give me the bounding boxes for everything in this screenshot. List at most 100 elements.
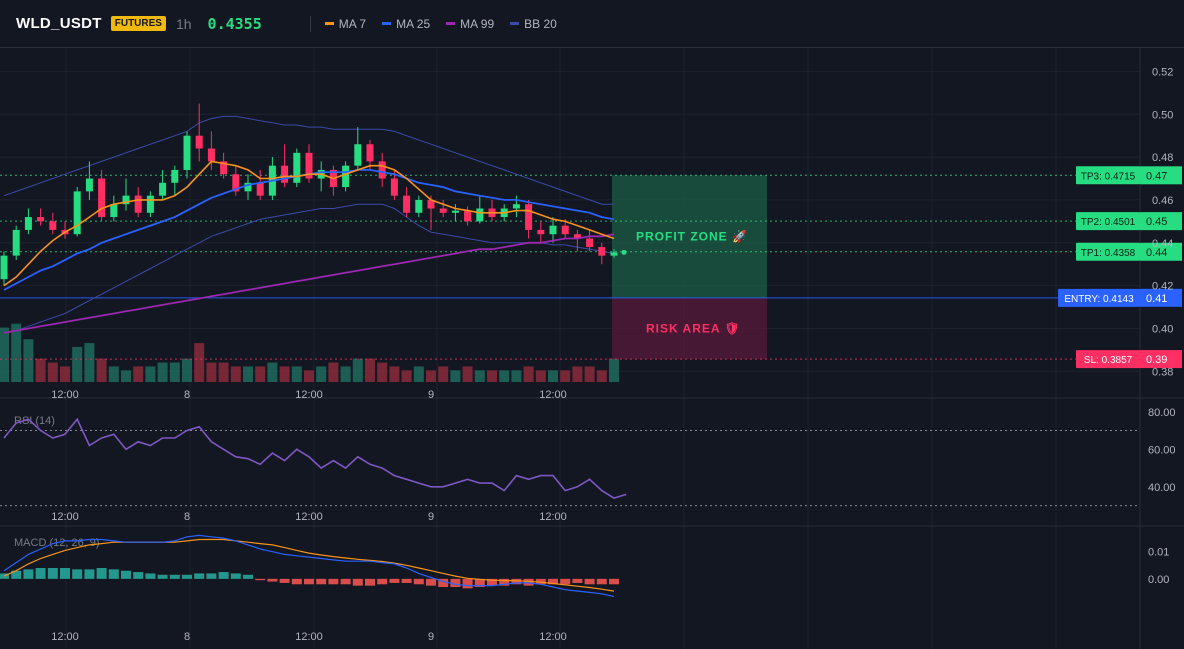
candle[interactable]: [134, 187, 142, 218]
candle[interactable]: [317, 161, 325, 192]
candle[interactable]: [415, 195, 423, 218]
volume-bar: [23, 339, 34, 382]
candle-body: [110, 204, 118, 218]
tp2-tag[interactable]: [1076, 212, 1140, 231]
candle[interactable]: [464, 206, 472, 226]
candle[interactable]: [49, 212, 57, 235]
candle[interactable]: [586, 229, 594, 252]
volume-bar: [194, 343, 205, 382]
candle[interactable]: [610, 249, 618, 258]
candle-body: [549, 225, 557, 235]
macd-signal-line: [3, 538, 615, 592]
macd-histogram-bar: [23, 569, 34, 579]
candle[interactable]: [85, 161, 93, 200]
candle-body: [586, 238, 594, 248]
volume-bar: [377, 362, 388, 382]
candle[interactable]: [244, 174, 252, 200]
candle[interactable]: [305, 144, 313, 183]
candle[interactable]: [549, 217, 557, 243]
candle[interactable]: [0, 251, 8, 286]
volume-bar: [60, 366, 70, 382]
legend-ma25[interactable]: MA 25: [382, 17, 430, 31]
candle[interactable]: [378, 152, 386, 188]
candle[interactable]: [427, 195, 435, 230]
candle[interactable]: [537, 221, 545, 243]
chart-header: WLD_USDT FUTURES 1h 0.4355 MA 7 MA 25 MA…: [0, 0, 1184, 48]
risk-zone[interactable]: [612, 297, 767, 360]
candle[interactable]: [561, 219, 569, 239]
candle[interactable]: [73, 187, 81, 237]
volume-bar: [511, 370, 522, 382]
candle-body: [561, 225, 569, 235]
tp3-tag[interactable]: [1076, 166, 1140, 185]
macd-histogram-bar: [523, 578, 534, 586]
candle[interactable]: [329, 165, 337, 196]
sl-tag[interactable]: [1076, 350, 1140, 369]
legend-ma99[interactable]: MA 99: [446, 17, 494, 31]
candle[interactable]: [512, 195, 520, 218]
macd-histogram-bar: [230, 573, 241, 579]
volume-bar: [548, 370, 558, 382]
candle-body: [98, 178, 106, 218]
candle[interactable]: [573, 229, 581, 252]
price-pane[interactable]: PROFIT ZONE 🚀 RISK AREA 🛡 TP3: 0.4715 TP2: …: [0, 103, 1140, 382]
candle[interactable]: [451, 204, 459, 222]
volume-bar: [352, 358, 363, 382]
candle[interactable]: [24, 208, 32, 235]
symbol-name[interactable]: WLD_USDT: [16, 15, 102, 32]
timeframe[interactable]: 1h: [175, 15, 192, 32]
macd-histogram-bar: [96, 568, 107, 579]
candle[interactable]: [159, 169, 167, 200]
macd-histogram-bar: [340, 578, 351, 585]
candle[interactable]: [122, 178, 130, 211]
candle[interactable]: [195, 103, 203, 162]
price-tick-label: 0.48: [1152, 152, 1173, 164]
bb-upper-line: [3, 115, 614, 205]
candle[interactable]: [207, 131, 215, 170]
volume-bar: [145, 366, 156, 382]
macd-pane[interactable]: MACD (12, 26, 9)0.010.00: [0, 534, 1169, 598]
candle[interactable]: [98, 169, 106, 222]
legend-ma7[interactable]: MA 7: [324, 17, 366, 31]
candle[interactable]: [293, 148, 301, 188]
time-tick-label: 8: [184, 389, 190, 401]
candle[interactable]: [354, 127, 362, 170]
candle[interactable]: [171, 165, 179, 196]
macd-histogram-bar: [182, 574, 192, 579]
candle[interactable]: [12, 225, 20, 260]
candle[interactable]: [256, 169, 264, 200]
candle[interactable]: [525, 199, 533, 239]
macd-histogram-bar: [133, 572, 144, 579]
candle[interactable]: [232, 165, 240, 196]
macd-histogram-bar: [328, 578, 339, 585]
entry-axis-tag: [1140, 288, 1182, 307]
legend-bb20[interactable]: BB 20: [510, 17, 557, 31]
candle-body: [415, 199, 423, 213]
volume-bar: [157, 362, 168, 382]
price-tick-label: 0.42: [1152, 281, 1173, 293]
entry-tag[interactable]: [1058, 288, 1140, 307]
candle[interactable]: [146, 191, 154, 218]
candle[interactable]: [598, 242, 606, 265]
tp1-tag[interactable]: [1076, 242, 1140, 261]
time-tick-label: 12:00: [295, 511, 323, 523]
candle[interactable]: [183, 131, 191, 179]
rsi-pane[interactable]: RSI (14) 80.00 60.00 40.00: [0, 407, 1176, 507]
candle[interactable]: [220, 152, 228, 179]
volume-bar: [35, 358, 46, 382]
candle[interactable]: [342, 161, 350, 192]
candle-body: [354, 144, 362, 166]
candle-body: [281, 165, 289, 183]
candle[interactable]: [439, 199, 447, 218]
candle[interactable]: [37, 208, 45, 226]
candle[interactable]: [110, 195, 118, 222]
bb-lower-line: [3, 203, 615, 334]
candle[interactable]: [281, 144, 289, 188]
legend-label: BB 20: [524, 16, 557, 31]
candle[interactable]: [476, 195, 484, 224]
macd-histogram-bar: [352, 578, 363, 586]
profit-zone[interactable]: [612, 175, 767, 298]
candle[interactable]: [488, 199, 496, 222]
candle[interactable]: [403, 187, 411, 218]
